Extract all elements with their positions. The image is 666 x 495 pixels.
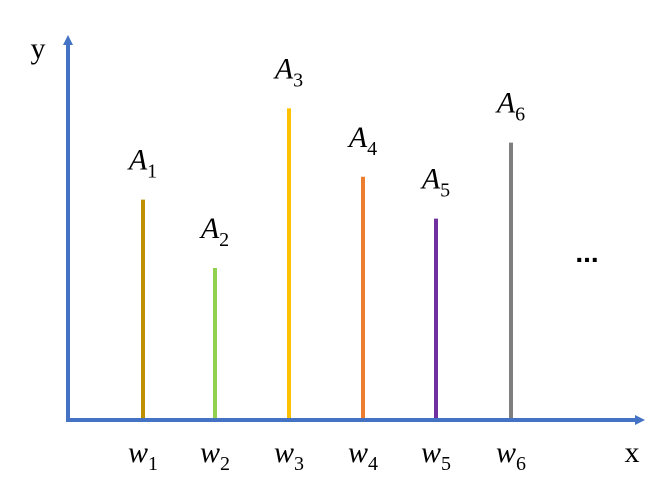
x-tick-label: w2: [200, 436, 230, 475]
x-tick-label: w6: [496, 436, 526, 475]
x-tick-label: w1: [128, 436, 158, 475]
value-label: A5: [420, 163, 450, 202]
value-label-symbol: A: [273, 52, 294, 85]
value-label: A3: [273, 52, 303, 91]
value-label-subscript: 1: [147, 161, 157, 183]
value-label: A1: [127, 144, 157, 183]
value-label-subscript: 6: [515, 104, 525, 126]
x-tick-label: w3: [274, 436, 304, 475]
y-axis-label: y: [31, 32, 46, 65]
x-tick-label-subscript: 6: [516, 453, 526, 475]
value-label: A2: [199, 212, 229, 251]
value-label-symbol: A: [127, 144, 148, 177]
x-tick-label: w4: [348, 436, 378, 475]
x-tick-label-symbol: w: [421, 436, 441, 469]
value-label-subscript: 2: [219, 229, 229, 251]
value-label-subscript: 3: [293, 69, 303, 91]
x-tick-label-subscript: 2: [220, 453, 230, 475]
value-label-symbol: A: [420, 163, 441, 196]
x-tick-label-symbol: w: [496, 436, 516, 469]
value-label-subscript: 5: [440, 180, 450, 202]
value-label-symbol: A: [495, 87, 516, 120]
continuation: ...: [575, 237, 598, 268]
value-label-subscript: 4: [367, 138, 377, 160]
x-tick-label-symbol: w: [128, 436, 148, 469]
x-tick-label-subscript: 4: [368, 453, 378, 475]
x-tick-label-subscript: 3: [294, 453, 304, 475]
x-tick-label: w5: [421, 436, 451, 475]
x-tick-label-symbol: w: [200, 436, 220, 469]
value-label-symbol: A: [347, 121, 368, 154]
value-label-symbol: A: [199, 212, 220, 245]
x-axis-label: x: [625, 436, 640, 469]
x-tick-label-subscript: 5: [441, 453, 451, 475]
value-label: A4: [347, 121, 377, 160]
value-label: A6: [495, 87, 525, 126]
x-tick-label-symbol: w: [348, 436, 368, 469]
x-tick-label-subscript: 1: [148, 453, 158, 475]
x-tick-label-symbol: w: [274, 436, 294, 469]
